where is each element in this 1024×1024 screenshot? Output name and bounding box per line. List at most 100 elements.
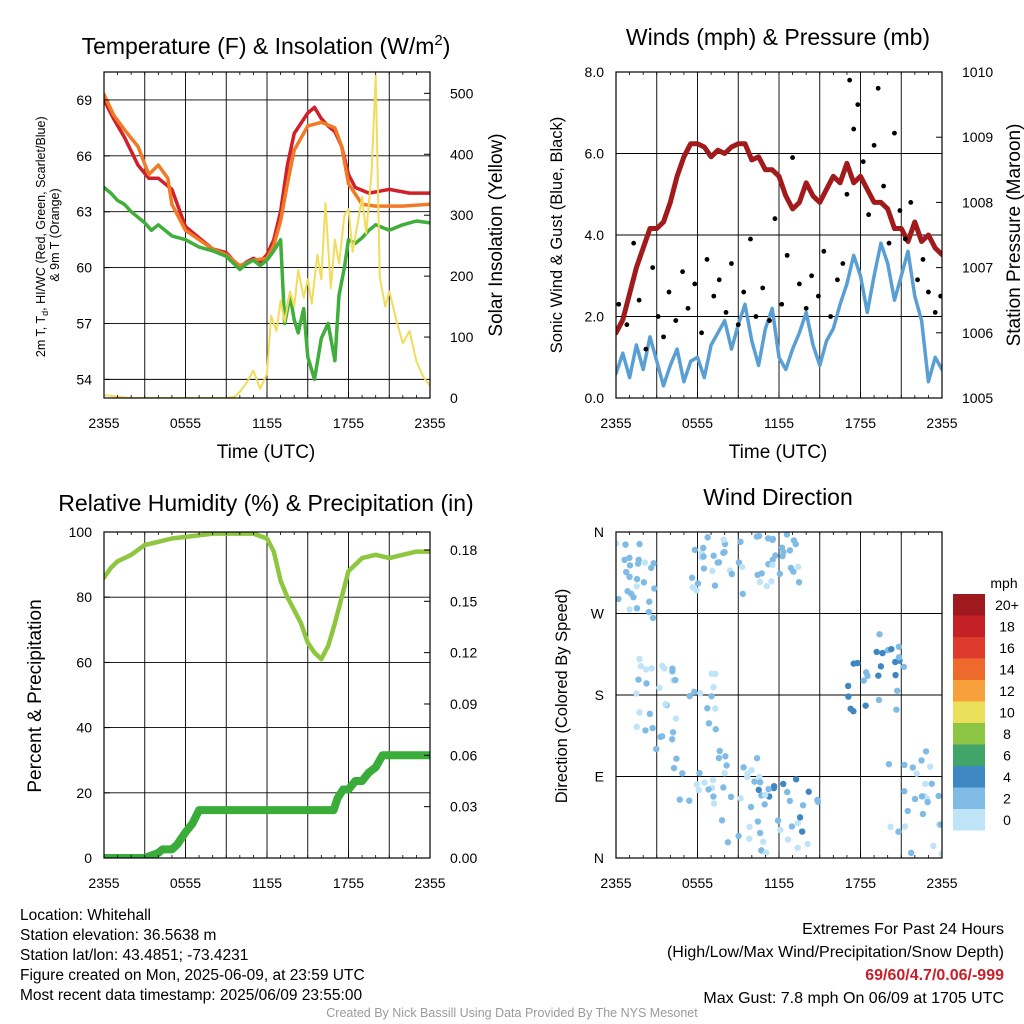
direction-point	[710, 683, 717, 691]
direction-point	[720, 536, 727, 543]
direction-point	[633, 690, 640, 697]
direction-point	[876, 631, 883, 638]
winds-y2tick-label: 1006	[962, 325, 993, 341]
direction-point	[662, 701, 669, 708]
colorbar-swatch	[953, 615, 985, 637]
winds-y2tick-label: 1009	[962, 129, 993, 145]
colorbar-swatch	[953, 594, 985, 616]
gust-point	[938, 293, 942, 299]
direction-point	[624, 588, 631, 595]
direction-point	[704, 705, 711, 712]
gust-point	[631, 240, 637, 246]
temperature-title: Temperature (F) & Insolation (W/m2)	[82, 32, 451, 59]
direction-point	[724, 839, 732, 846]
direction-point	[786, 547, 794, 554]
colorbar-unit: mph	[990, 575, 1017, 591]
winds-y2tick-label: 1008	[962, 194, 993, 210]
gust-point	[753, 314, 759, 319]
direction-point	[704, 534, 711, 541]
direction-point	[700, 565, 708, 572]
colorbar-label: 10	[999, 705, 1015, 721]
direction-point	[688, 574, 696, 581]
direction-point	[715, 559, 723, 566]
gust-point	[699, 330, 704, 336]
figure-created: Figure created on Mon, 2025-06-09, at 23…	[20, 967, 365, 984]
gust-point	[932, 310, 938, 315]
gust-point	[661, 334, 666, 340]
direction-point	[633, 605, 641, 612]
gust-point	[828, 314, 834, 319]
direction-point	[901, 788, 908, 795]
temperature-xtick-label: 0555	[170, 415, 201, 431]
direction-point	[651, 585, 658, 592]
direction-point	[712, 705, 719, 712]
direction-point	[710, 800, 718, 807]
gust-point	[735, 322, 741, 328]
gust-point	[821, 248, 827, 254]
colorbar-label: 8	[1003, 726, 1011, 742]
temperature-series	[104, 74, 430, 398]
direction-ylabel: Direction (Colored By Speed)	[553, 589, 571, 804]
temperature-ylabel2: Solar Insolation (Yellow)	[486, 133, 507, 336]
direction-point	[623, 568, 630, 576]
gust-point	[723, 310, 729, 315]
direction-point	[877, 663, 885, 670]
gust-point	[616, 301, 622, 307]
winds-y2tick-label: 1010	[962, 64, 993, 80]
humidity-y2tick-label: 0.12	[450, 645, 477, 661]
gust-point	[772, 216, 778, 222]
direction-point	[648, 665, 655, 672]
winds-xlabel: Time (UTC)	[729, 442, 828, 463]
direction-point	[744, 773, 751, 781]
temperature-xtick-label: 2355	[88, 415, 119, 431]
colorbar-label: 2	[1003, 791, 1011, 807]
direction-point	[636, 709, 643, 716]
temperature-xtick-label: 1755	[333, 415, 364, 431]
direction-xtick-label: 0555	[682, 875, 713, 891]
direction-point	[722, 753, 729, 760]
temperature-y2tick-label: 0	[450, 390, 458, 406]
winds-ytick-label: 4.0	[585, 227, 605, 243]
direction-point	[911, 795, 919, 803]
direction-point	[735, 832, 742, 840]
direction-xtick-label: 1755	[845, 875, 876, 891]
direction-point	[928, 780, 935, 787]
gust-point	[915, 277, 920, 283]
direction-point	[895, 828, 902, 835]
direction-point	[930, 842, 937, 850]
pressure-line	[616, 141, 942, 336]
direction-point	[645, 608, 653, 616]
direction-point	[799, 802, 807, 809]
direction-point	[761, 801, 768, 808]
direction-panel: Wind Direction 2355 0555 1155 1755 2355 N E S W N…	[553, 484, 1019, 891]
winds-ytick-label: 2.0	[585, 309, 605, 325]
gust-point	[855, 102, 861, 107]
direction-point	[646, 710, 654, 718]
direction-point	[790, 537, 798, 544]
temperature-ytick-label: 60	[76, 260, 92, 276]
winds-y2tick-label: 1005	[962, 390, 993, 406]
direction-point	[788, 823, 796, 830]
gust-point	[860, 159, 866, 165]
direction-point	[737, 538, 744, 546]
humidity-y2tick-label: 0.00	[450, 850, 477, 866]
temperature-panel: Temperature (F) & Insolation (W/m2) 2355…	[34, 32, 507, 463]
colorbar-swatch	[953, 723, 985, 745]
direction-point	[716, 747, 723, 755]
colorbar-label: 4	[1003, 769, 1011, 785]
temperature-xlabel: Time (UTC)	[217, 442, 316, 463]
direction-point	[747, 803, 755, 811]
direction-point	[670, 764, 678, 772]
direction-plot-area: 2355 0555 1155 1755 2355 N E S W N	[591, 524, 958, 891]
direction-point	[720, 784, 727, 791]
winds-ylabel: Sonic Wind & Gust (Blue, Black)	[548, 117, 566, 354]
gust-point	[636, 297, 642, 303]
winds-title: Winds (mph) & Pressure (mb)	[626, 24, 930, 50]
gust-point	[835, 277, 840, 283]
humidity-series	[104, 532, 430, 858]
direction-point	[751, 778, 758, 785]
humidity-title: Relative Humidity (%) & Precipitation (i…	[58, 490, 473, 516]
direction-point	[783, 532, 791, 538]
direction-point	[679, 770, 686, 777]
